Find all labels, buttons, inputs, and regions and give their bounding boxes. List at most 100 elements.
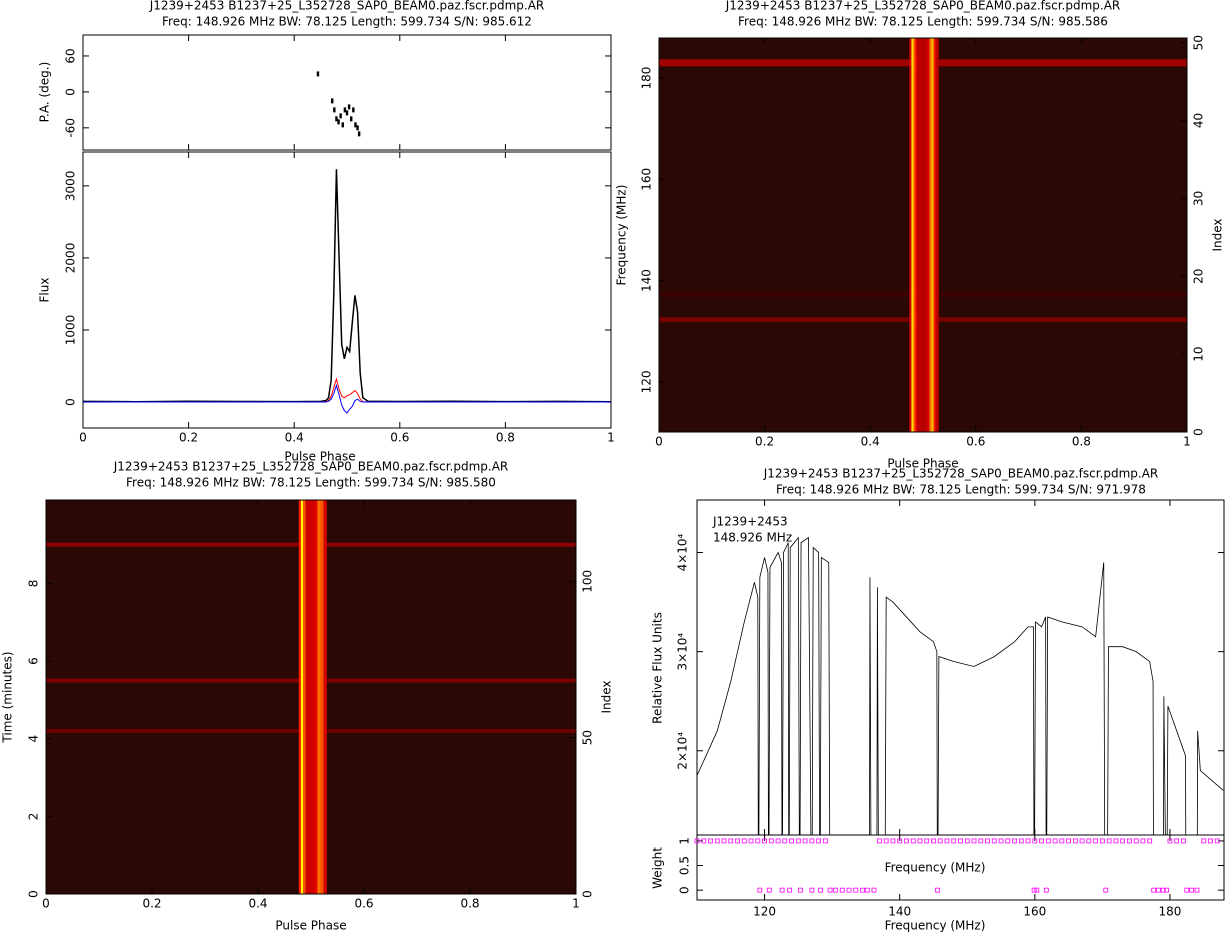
weight-point	[1039, 838, 1044, 844]
weight-point	[846, 887, 852, 893]
weight-point	[1106, 838, 1112, 844]
heatmap-cell	[309, 500, 315, 894]
weight-point	[864, 887, 870, 893]
chart-subtitle: Freq: 148.926 MHz BW: 78.125 Length: 599…	[162, 15, 532, 29]
weight-point	[1156, 887, 1161, 893]
weight-point	[1151, 887, 1157, 893]
y-tick-label: 160	[640, 168, 654, 191]
weight-point	[797, 887, 803, 893]
weight-point	[1214, 838, 1220, 844]
y2-tick-label: 50	[1192, 35, 1206, 50]
pa-point	[350, 116, 353, 122]
flux-frame	[82, 151, 612, 429]
weight-point	[694, 838, 700, 844]
weight-point	[1103, 887, 1109, 893]
chart-title: J1239+2453 B1237+25_L352728_SAP0_BEAM0.p…	[149, 0, 545, 13]
y2-tick-label: 40	[1192, 113, 1206, 128]
y2-tick-label: 100	[581, 570, 595, 593]
profile-line	[83, 169, 611, 403]
x-tick-label: 0.8	[1072, 435, 1091, 449]
weight-point	[701, 838, 707, 844]
weight-point	[1059, 838, 1065, 844]
weight-point	[1066, 838, 1072, 844]
weight-point	[944, 838, 950, 844]
weight-point	[802, 838, 808, 844]
heatmap-cell	[320, 500, 324, 894]
pa-point	[335, 116, 338, 122]
weight-point	[787, 887, 792, 893]
weight-point	[1018, 838, 1024, 844]
weight-point	[1140, 838, 1146, 844]
weight-point	[1127, 838, 1132, 844]
heatmap-cell	[931, 38, 934, 432]
weight-point	[1160, 887, 1166, 893]
weight-point	[1133, 838, 1139, 844]
weight-point	[1012, 838, 1017, 844]
weight-point	[714, 838, 720, 844]
y2-tick-label: 20	[1192, 269, 1206, 284]
pa-point	[345, 110, 349, 116]
heatmap-cell	[909, 38, 912, 432]
weight-point	[958, 838, 963, 844]
x-tick-label: 0.4	[248, 897, 267, 911]
y-tick-label: 1	[678, 837, 692, 845]
weight-point	[937, 838, 943, 844]
weight-point	[818, 887, 824, 893]
y-tick-label: 60	[64, 48, 78, 63]
profile-line	[83, 383, 611, 414]
weight-point	[1120, 838, 1126, 844]
y-tick-label: 4×10⁴	[676, 533, 690, 571]
pa-point	[343, 107, 347, 113]
x-tick-label: 0	[79, 431, 87, 445]
y-tick-label: 140	[640, 269, 654, 292]
chart-title: J1239+2453 B1237+25_L352728_SAP0_BEAM0.p…	[763, 467, 1159, 481]
weight-point	[768, 838, 774, 844]
chart-title: J1239+2453 B1237+25_L352728_SAP0_BEAM0.p…	[113, 460, 509, 474]
y2-axis-label: Index	[1211, 218, 1225, 251]
heatmap-cell	[911, 38, 914, 432]
weight-point	[839, 887, 845, 893]
heatmap-frame	[45, 499, 577, 895]
weight-point	[809, 838, 815, 844]
weight-point	[833, 887, 838, 893]
weight-point	[917, 838, 923, 844]
pa-point	[356, 125, 359, 131]
y-tick-label: 0	[64, 88, 78, 96]
x-tick-label: 0	[42, 897, 50, 911]
x-axis-label: Pulse Phase	[887, 457, 958, 471]
heatmap-cell	[917, 38, 922, 432]
chart-title: J1239+2453 B1237+25_L352728_SAP0_BEAM0.p…	[725, 0, 1121, 13]
weight-point	[1201, 838, 1207, 844]
x-tick-label: 0.6	[966, 435, 985, 449]
y-tick-label: 0	[27, 890, 41, 898]
pa-point	[331, 98, 334, 104]
weight-point	[1052, 838, 1058, 844]
weight-point	[853, 887, 859, 893]
y-tick-label: 3000	[64, 171, 78, 202]
weight-point	[1086, 838, 1092, 844]
weight-point	[1167, 838, 1173, 844]
y2-tick-label: 10	[1192, 346, 1206, 361]
weight-point	[1031, 887, 1037, 893]
weights-axis-label: Weight	[651, 847, 665, 889]
heatmap-cell	[929, 38, 932, 432]
weight-point	[721, 838, 727, 844]
weight-point	[910, 838, 916, 844]
heatmap-cell	[317, 500, 321, 894]
bandpass-frame	[696, 499, 1225, 836]
y-tick-label: 3×10⁴	[676, 633, 690, 671]
heatmap-cell	[915, 38, 918, 432]
x-tick-label: 0.2	[179, 431, 198, 445]
pa-point	[347, 104, 351, 110]
weight-point	[816, 838, 822, 844]
weight-point	[924, 838, 930, 844]
pa-point	[333, 107, 336, 113]
y2-tick-label: 0	[581, 890, 595, 898]
weight-point	[890, 838, 896, 844]
weight-point	[728, 838, 734, 844]
chart-subtitle: Freq: 148.926 MHz BW: 78.125 Length: 599…	[776, 483, 1146, 497]
heatmap-cell	[314, 500, 318, 894]
weight-point	[795, 838, 801, 844]
x-tick-label: 180	[1158, 905, 1181, 919]
